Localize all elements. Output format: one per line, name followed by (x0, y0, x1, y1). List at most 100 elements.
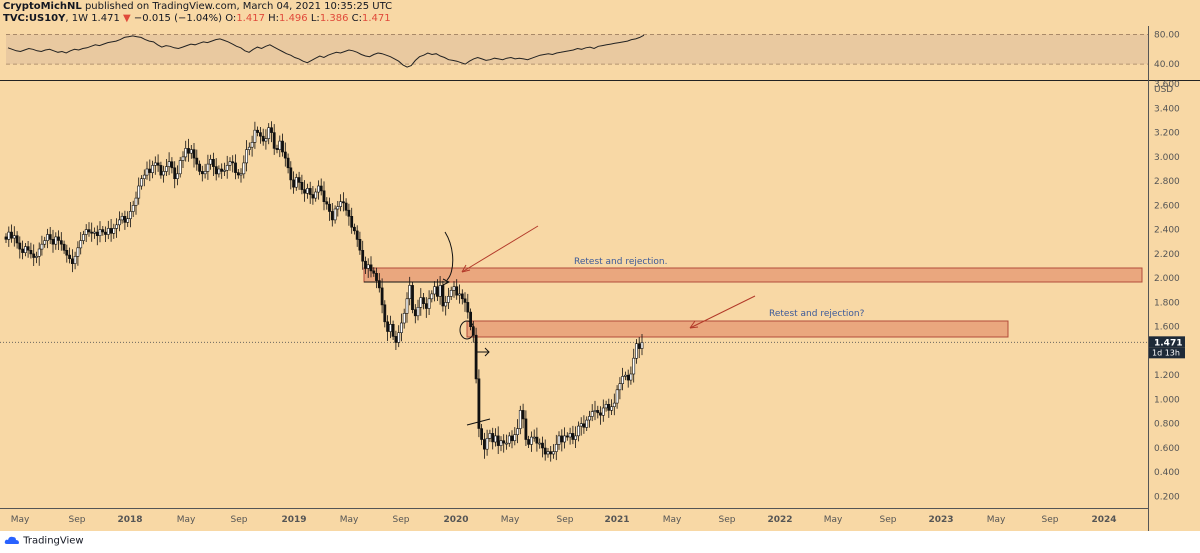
low-value: 1.386 (319, 13, 349, 24)
candle-body (632, 357, 636, 375)
time-tick-label: May (824, 515, 843, 525)
candle-body (635, 343, 638, 359)
candle-body (391, 323, 395, 337)
rsi-line (7, 34, 645, 68)
drawn-arrowhead-icon[interactable] (442, 278, 451, 286)
candle-body (43, 240, 47, 245)
candle-body (214, 166, 218, 175)
candle-body (474, 334, 478, 380)
candle-body (441, 285, 445, 307)
drawn-arrow-right-icon[interactable] (484, 347, 490, 357)
candle-body (126, 218, 130, 223)
candle-body (79, 240, 83, 249)
candle-body (466, 302, 470, 313)
last-value: 1.471 (91, 13, 120, 24)
arrow-head-1-icon[interactable] (461, 264, 471, 273)
candle-body (264, 138, 268, 142)
tradingview-logo[interactable]: TradingView (4, 535, 84, 547)
drawn-curve[interactable] (444, 231, 454, 281)
candle-body (148, 168, 152, 173)
candle-body (449, 289, 453, 297)
candle-body (95, 231, 99, 237)
interval[interactable]: 1W (71, 13, 88, 24)
candle-body (231, 161, 235, 164)
price-unit-label: USD (1154, 85, 1173, 95)
drawn-ellipse[interactable] (459, 320, 475, 340)
candle-body (333, 208, 337, 221)
candle-body (26, 246, 30, 251)
candle-body (557, 435, 561, 445)
candle-body (54, 236, 58, 245)
annotation-arrow-1[interactable] (461, 225, 539, 273)
candle-body (565, 435, 569, 438)
author-name[interactable]: CryptoMichNL (3, 1, 82, 12)
time-tick-label: 2021 (604, 515, 629, 525)
annotation-arrow-2[interactable] (689, 295, 756, 329)
candle-body (427, 298, 431, 309)
candle-body (574, 435, 578, 440)
candle-body (529, 436, 533, 445)
candle-body (192, 149, 196, 159)
countdown-value: 1d 13h (1152, 348, 1180, 357)
candle-body (134, 197, 138, 206)
candle-body (51, 239, 55, 245)
candle-body (626, 374, 630, 381)
candle-body (308, 188, 312, 195)
candle-body (463, 298, 467, 303)
candle-body (104, 231, 107, 235)
arrow-head-2-icon[interactable] (689, 320, 699, 329)
drawn-mark-line[interactable] (466, 418, 491, 426)
candle-body (314, 191, 318, 199)
resistance-zone-upper[interactable] (363, 267, 1143, 283)
candle-body (129, 211, 132, 219)
candle-body (112, 228, 116, 234)
candle-body (10, 231, 13, 239)
candle-body (297, 177, 301, 183)
time-tick-label: Sep (880, 515, 897, 525)
candle-body (330, 211, 334, 221)
candle-body (377, 280, 381, 289)
symbol[interactable]: TVC:US10Y (3, 13, 66, 24)
price-tick-label: 0.200 (1154, 493, 1180, 503)
time-tick-label: 2020 (443, 515, 468, 525)
candle-body (599, 412, 602, 416)
annotation-text-2[interactable]: Retest and rejection? (769, 309, 865, 319)
candle-body (422, 297, 425, 305)
candle-body (372, 270, 376, 274)
candle-body (419, 297, 423, 308)
resistance-zone-lower[interactable] (466, 320, 1009, 338)
candle-body (203, 171, 207, 175)
open-label: O: (225, 13, 237, 24)
candle-body (399, 322, 403, 333)
candle-body (361, 250, 365, 262)
candle-body (413, 309, 417, 317)
annotation-text-1[interactable]: Retest and rejection. (574, 257, 667, 267)
candle-body (57, 236, 60, 241)
symbol-line: TVC:US10Y, 1W 1.471 ▼ −0.015 (−1.04%) O:… (3, 13, 391, 24)
publisher-line: CryptoMichNL published on TradingView.co… (3, 1, 392, 12)
candle-body (507, 435, 511, 444)
candle-body (380, 287, 384, 306)
candle-body (82, 234, 85, 241)
candle-body (593, 410, 597, 412)
candle-body (424, 303, 428, 309)
candle-body (106, 228, 110, 235)
candle-body (165, 166, 168, 172)
candle-body (286, 157, 290, 169)
candle-body (538, 442, 542, 445)
countdown-badge (1149, 347, 1185, 359)
candle-body (305, 188, 309, 194)
candle-body (579, 423, 583, 427)
candle-body (397, 332, 401, 343)
candle-body (576, 425, 580, 437)
candle-body (87, 229, 91, 233)
candle-body (588, 416, 591, 421)
candle-body (325, 201, 329, 205)
candle-body (18, 242, 22, 250)
candle-body (93, 231, 96, 234)
candle-body (411, 285, 414, 310)
price-tick-label: 0.600 (1154, 444, 1180, 454)
candle-body (173, 167, 177, 180)
candle-body (37, 248, 41, 257)
